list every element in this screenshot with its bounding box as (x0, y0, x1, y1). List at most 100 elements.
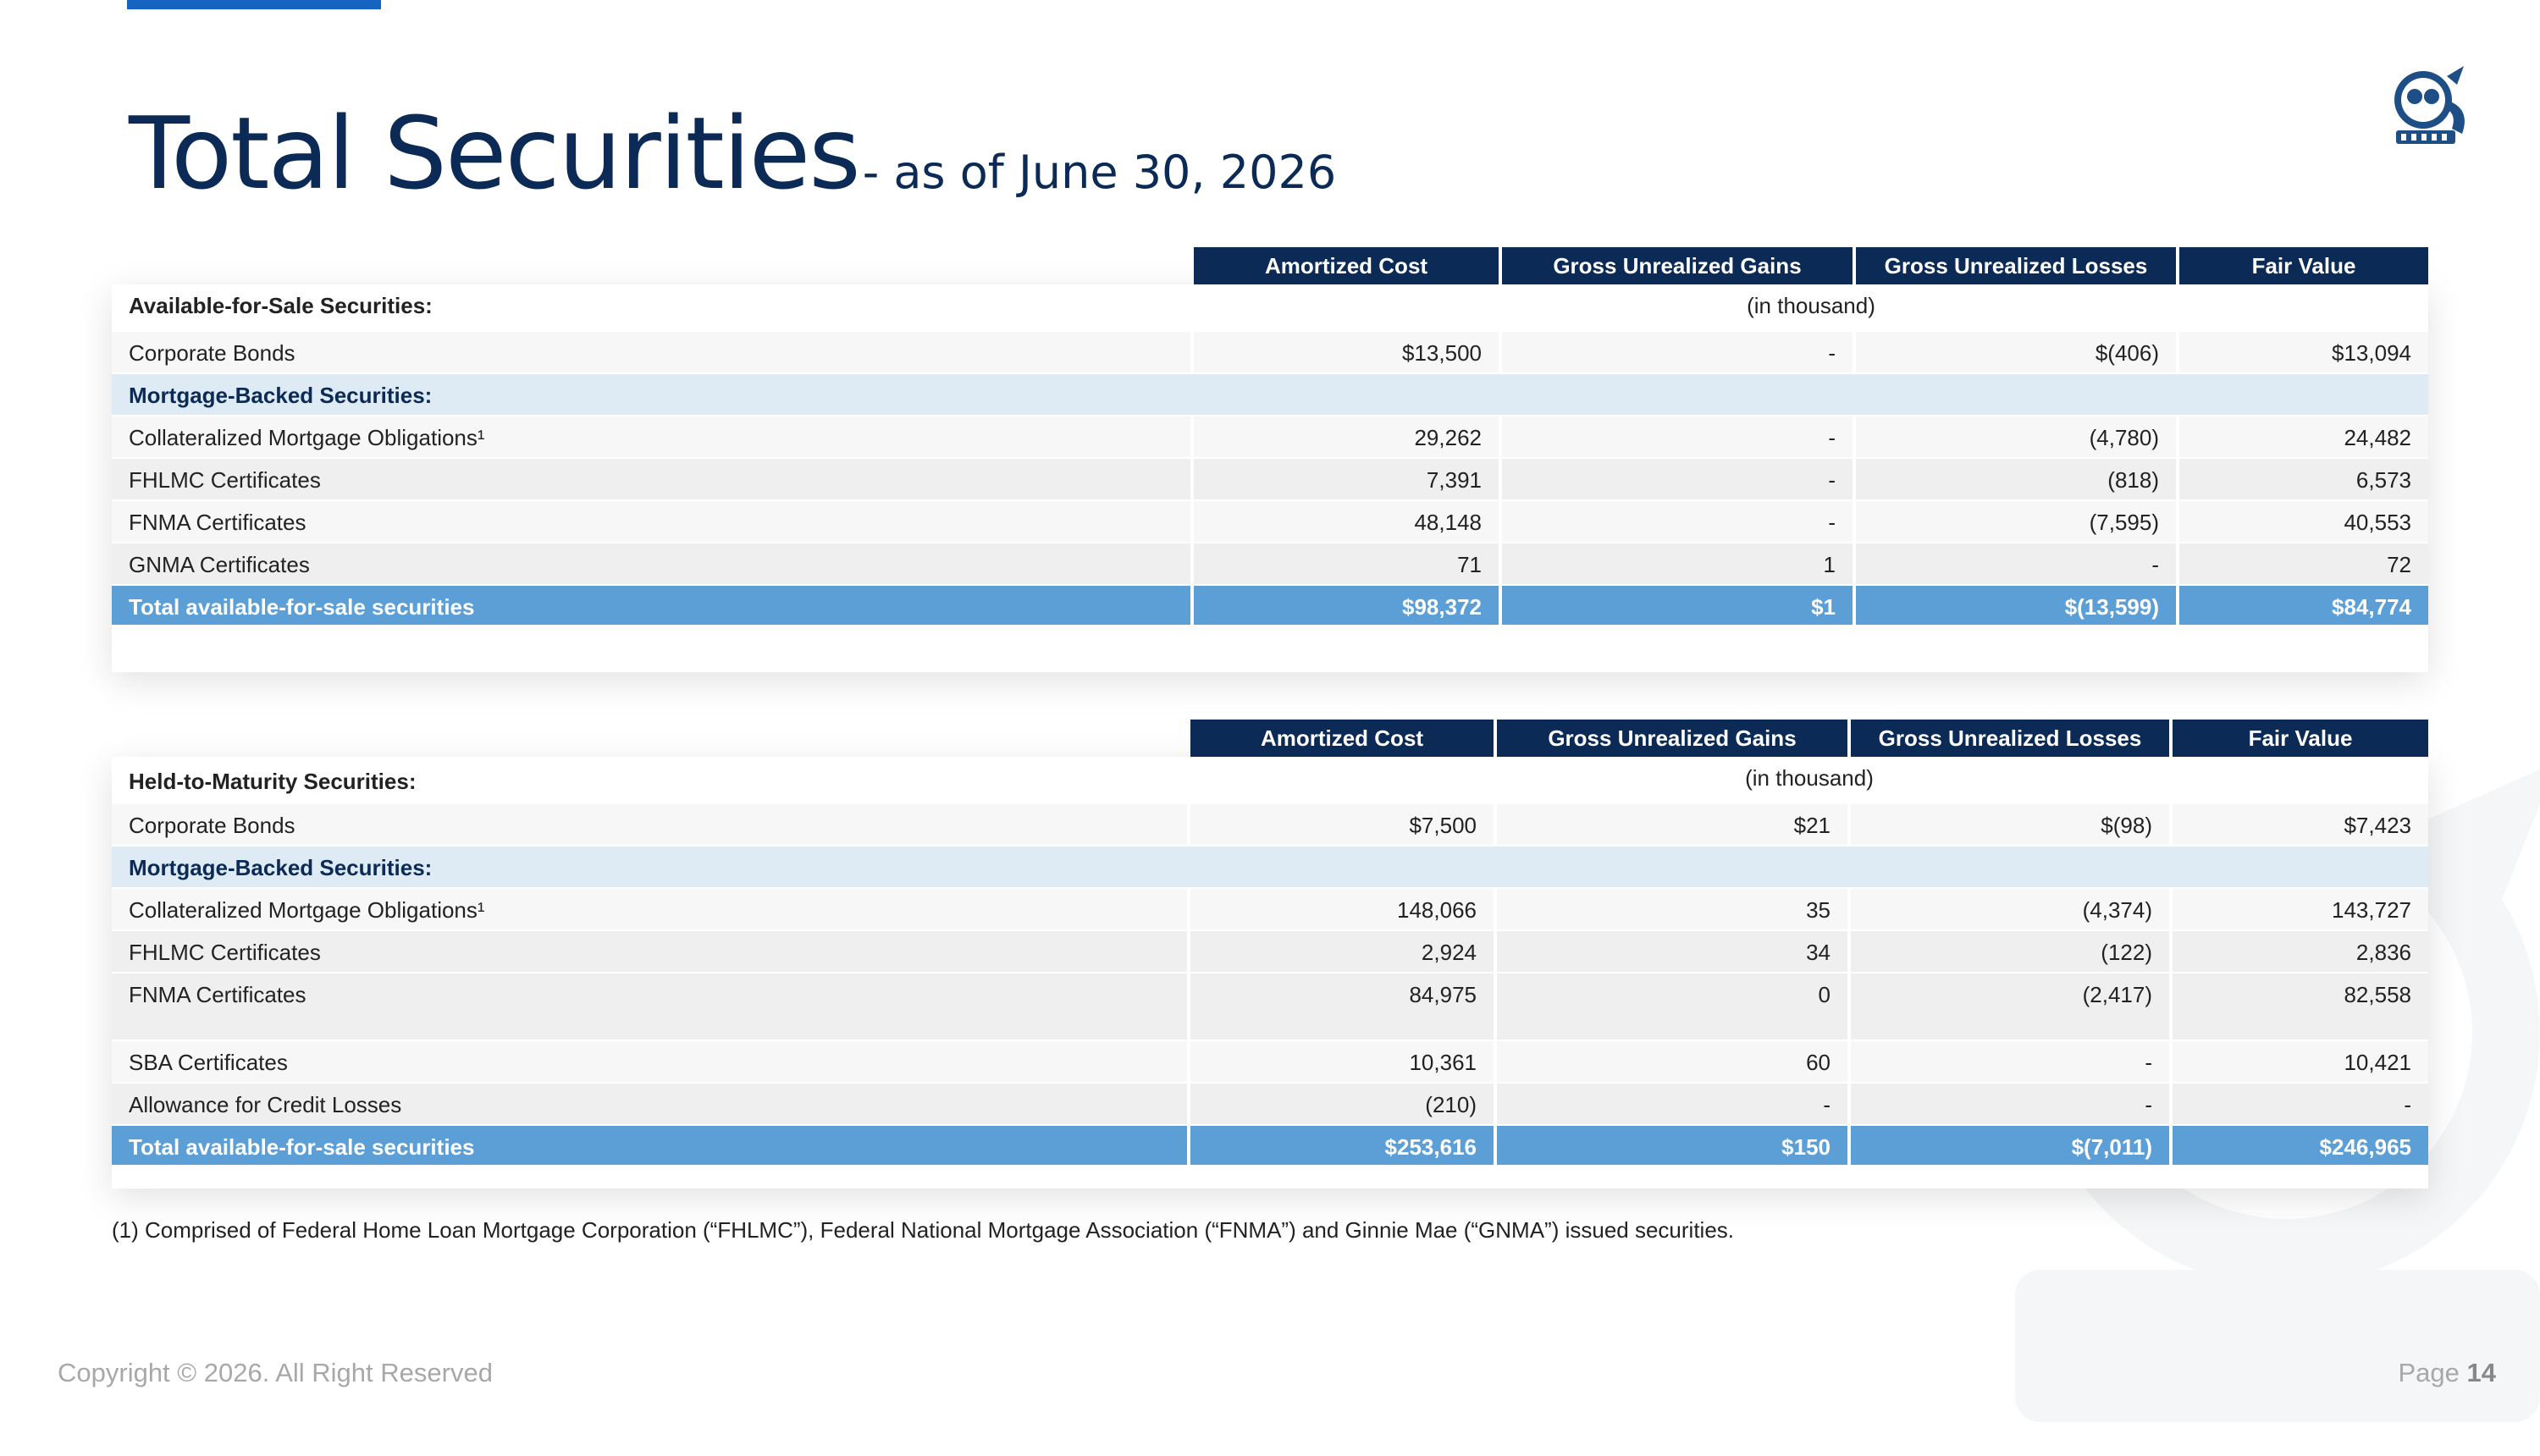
total-unrealized-gains: $150 (1497, 1126, 1851, 1165)
total-unrealized-gains: $1 (1502, 586, 1856, 625)
afs-col-gross-unrealized-losses: Gross Unrealized Losses (1856, 247, 2179, 284)
table-row: FNMA Certificates 48,148 - (7,595) 40,55… (112, 501, 2428, 543)
unrealized-gains-value: - (1502, 416, 1856, 457)
table-row: FHLMC Certificates 2,924 34 (122) 2,836 (112, 931, 2428, 973)
unrealized-losses-value: (2,417) (1851, 973, 2173, 1040)
table-row: Corporate Bonds $7,500 $21 $(98) $7,423 (112, 804, 2428, 847)
fair-value-value: 2,836 (2355, 940, 2411, 965)
table-row: Corporate Bonds $13,500 - $(406) $13,094 (112, 332, 2428, 374)
fair-value-value: 24,482 (2344, 425, 2411, 450)
amortized-cost-value: (210) (1190, 1084, 1497, 1124)
htm-col-gross-unrealized-losses: Gross Unrealized Losses (1851, 720, 2173, 757)
unrealized-gains-value: 34 (1497, 931, 1851, 972)
unrealized-losses-value: - (1856, 543, 2179, 584)
afs-table: Amortized Cost Gross Unrealized Gains Gr… (112, 247, 2428, 672)
afs-units-note: (in thousand) (1747, 293, 1875, 318)
row-label: Allowance for Credit Losses (112, 1084, 1190, 1124)
table-row: FNMA Certificates 84,975 0 (2,417) 82,55… (112, 973, 2428, 1041)
section-row: Mortgage-Backed Securities: (112, 374, 2428, 416)
fair-value-value: 82,558 (2344, 982, 2411, 1007)
total-unrealized-losses: $(13,599) (1856, 586, 2179, 625)
unrealized-losses-value: - (1851, 1041, 2173, 1082)
htm-header-row: Amortized Cost Gross Unrealized Gains Gr… (1190, 720, 2428, 757)
fair-value-value: 40,553 (2344, 510, 2411, 535)
fair-value-value: $13,094 (2332, 340, 2411, 366)
row-label: SBA Certificates (112, 1041, 1190, 1082)
page-number-value: 14 (2466, 1358, 2496, 1387)
page-number: Page 14 (2398, 1358, 2496, 1388)
row-label: FNMA Certificates (112, 501, 1194, 542)
copyright-text: Copyright © 2026. All Right Reserved (58, 1358, 493, 1387)
afs-heading-row: Available-for-Sale Securities: (112, 284, 2428, 332)
fair-value-value: 6,573 (2355, 467, 2411, 493)
table-row: Collateralized Mortgage Obligations¹ 29,… (112, 416, 2428, 459)
unrealized-losses-value: $(406) (1856, 332, 2179, 372)
total-label: Total available-for-sale securities (112, 586, 1194, 625)
afs-header-row: Amortized Cost Gross Unrealized Gains Gr… (1194, 247, 2428, 284)
htm-heading: Held-to-Maturity Securities: (112, 757, 1194, 802)
unrealized-gains-value: $21 (1497, 804, 1851, 845)
amortized-cost-value: 48,148 (1194, 501, 1502, 542)
amortized-cost-value: 148,066 (1190, 889, 1497, 929)
row-label: Corporate Bonds (112, 332, 1194, 372)
fair-value-value: 72 (2387, 552, 2411, 577)
row-label: Corporate Bonds (112, 804, 1190, 845)
total-label: Total available-for-sale securities (112, 1126, 1190, 1165)
row-label: GNMA Certificates (112, 543, 1194, 584)
unrealized-losses-value: - (1851, 1084, 2173, 1124)
afs-heading: Available-for-Sale Securities: (112, 284, 1194, 330)
amortized-cost-value: 71 (1194, 543, 1502, 584)
skull-emblem-logo (2394, 66, 2465, 144)
unrealized-gains-value: 60 (1497, 1041, 1851, 1082)
page-title: Total Securities- as of June 30, 2026 (129, 95, 1336, 212)
total-row: Total available-for-sale securities $98,… (112, 586, 2428, 626)
total-fair-value: $246,965 (2319, 1134, 2411, 1160)
fair-value-value: 10,421 (2344, 1050, 2411, 1075)
htm-table: Amortized Cost Gross Unrealized Gains Gr… (112, 720, 2428, 1189)
unrealized-gains-value: - (1502, 501, 1856, 542)
amortized-cost-value: 2,924 (1190, 931, 1497, 972)
table-row: FHLMC Certificates 7,391 - (818) 6,573 (112, 459, 2428, 501)
amortized-cost-value: 29,262 (1194, 416, 1502, 457)
amortized-cost-value: 84,975 (1190, 973, 1497, 1040)
row-label: FNMA Certificates (112, 973, 1190, 1040)
unrealized-gains-value: 0 (1497, 973, 1851, 1040)
unrealized-losses-value: (4,374) (1851, 889, 2173, 929)
row-label: Collateralized Mortgage Obligations¹ (112, 416, 1194, 457)
fair-value-value: $7,423 (2344, 813, 2411, 838)
section-label: Mortgage-Backed Securities: (129, 855, 433, 880)
page-label: Page (2398, 1358, 2460, 1387)
fair-value-value: 143,727 (2332, 897, 2411, 923)
total-amortized-cost: $98,372 (1194, 586, 1502, 625)
afs-col-amortized-cost: Amortized Cost (1194, 247, 1502, 284)
afs-col-fair-value: Fair Value (2179, 247, 2428, 284)
table-row: Allowance for Credit Losses (210) - - - (112, 1084, 2428, 1126)
amortized-cost-value: $7,500 (1190, 804, 1497, 845)
row-label: FHLMC Certificates (112, 459, 1194, 499)
amortized-cost-value: 7,391 (1194, 459, 1502, 499)
table-row: GNMA Certificates 71 1 - 72 (112, 543, 2428, 586)
footnote: (1) Comprised of Federal Home Loan Mortg… (112, 1217, 1735, 1243)
unrealized-losses-value: (7,595) (1856, 501, 2179, 542)
total-row: Total available-for-sale securities $253… (112, 1126, 2428, 1166)
total-amortized-cost: $253,616 (1190, 1126, 1497, 1165)
top-accent-bar (127, 0, 381, 9)
table-row: SBA Certificates 10,361 60 - 10,421 (112, 1041, 2428, 1084)
unrealized-losses-value: (818) (1856, 459, 2179, 499)
htm-units-note: (in thousand) (1745, 765, 1874, 791)
unrealized-gains-value: - (1502, 459, 1856, 499)
unrealized-losses-value: (4,780) (1856, 416, 2179, 457)
total-unrealized-losses: $(7,011) (1851, 1126, 2173, 1165)
section-label: Mortgage-Backed Securities: (129, 383, 433, 408)
htm-col-fair-value: Fair Value (2173, 720, 2428, 757)
htm-col-amortized-cost: Amortized Cost (1190, 720, 1497, 757)
total-fair-value: $84,774 (2332, 594, 2411, 620)
unrealized-losses-value: (122) (1851, 931, 2173, 972)
unrealized-gains-value: - (1497, 1084, 1851, 1124)
unrealized-gains-value: - (1502, 332, 1856, 372)
section-row: Mortgage-Backed Securities: (112, 847, 2428, 889)
amortized-cost-value: $13,500 (1194, 332, 1502, 372)
htm-col-gross-unrealized-gains: Gross Unrealized Gains (1497, 720, 1851, 757)
htm-heading-row: Held-to-Maturity Securities: (112, 757, 2428, 804)
fair-value-value: - (2404, 1092, 2411, 1117)
